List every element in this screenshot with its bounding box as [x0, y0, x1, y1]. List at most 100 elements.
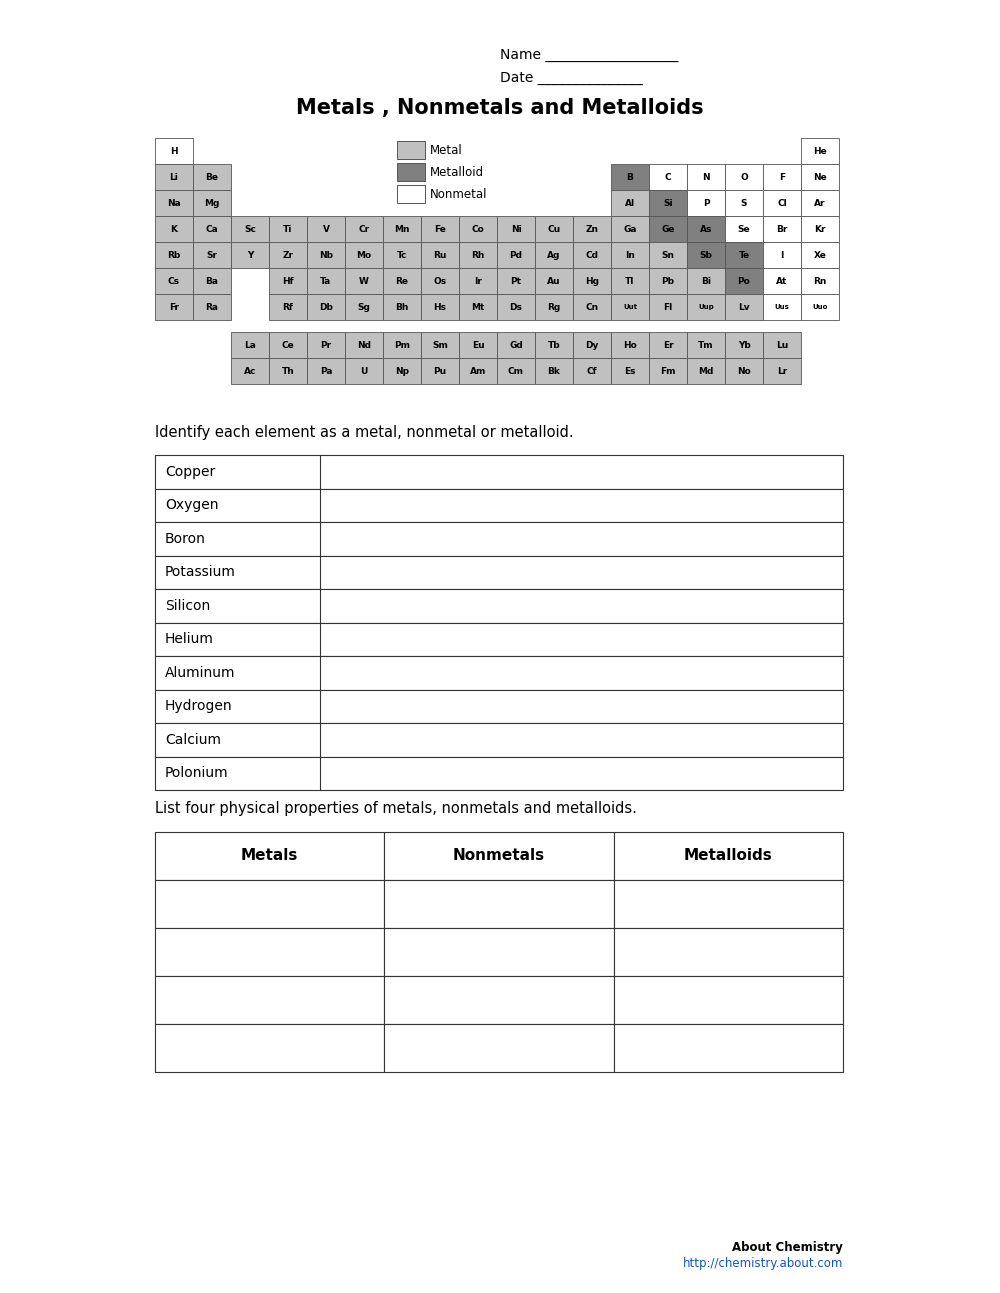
Text: Metals: Metals	[241, 848, 298, 864]
Text: Lv: Lv	[738, 303, 750, 312]
Bar	[155, 689, 843, 723]
Text: Os: Os	[433, 277, 447, 286]
Text: Cf: Cf	[587, 366, 597, 375]
Text: Rf: Rf	[283, 303, 293, 312]
Text: Yb: Yb	[738, 340, 750, 349]
Text: Bi: Bi	[701, 277, 711, 286]
Bar	[649, 268, 687, 294]
Text: Al: Al	[625, 199, 635, 207]
Bar	[421, 358, 459, 384]
Bar	[421, 216, 459, 242]
Text: Es: Es	[624, 366, 636, 375]
Text: Kr: Kr	[814, 225, 826, 234]
Text: Fl: Fl	[663, 303, 673, 312]
Text: Nonmetals: Nonmetals	[453, 848, 545, 864]
Bar	[269, 242, 307, 268]
Bar	[193, 294, 231, 319]
Bar	[763, 164, 801, 190]
Bar	[155, 138, 193, 164]
Bar	[231, 332, 269, 358]
Bar	[725, 216, 763, 242]
Bar	[345, 242, 383, 268]
Text: Hydrogen: Hydrogen	[165, 700, 233, 714]
Text: Sg: Sg	[358, 303, 370, 312]
Bar	[649, 332, 687, 358]
Text: Co: Co	[472, 225, 484, 234]
Text: He: He	[813, 146, 827, 155]
Text: Np: Np	[395, 366, 409, 375]
Bar	[345, 332, 383, 358]
Text: Ds: Ds	[510, 303, 522, 312]
Bar	[573, 358, 611, 384]
Bar	[763, 216, 801, 242]
Bar	[497, 268, 535, 294]
Text: Lu: Lu	[776, 340, 788, 349]
Text: Re: Re	[396, 277, 409, 286]
Text: http://chemistry.about.com: http://chemistry.about.com	[683, 1257, 843, 1270]
Text: Tl: Tl	[625, 277, 635, 286]
Text: Zr: Zr	[283, 251, 294, 260]
Text: Tm: Tm	[698, 340, 714, 349]
Bar	[397, 141, 425, 159]
Bar	[155, 723, 843, 756]
Bar	[687, 358, 725, 384]
Bar	[497, 332, 535, 358]
Bar	[345, 294, 383, 319]
Bar	[614, 928, 843, 976]
Bar	[614, 881, 843, 928]
Text: Ge: Ge	[661, 225, 675, 234]
Bar	[307, 242, 345, 268]
Text: I: I	[780, 251, 784, 260]
Text: Li: Li	[170, 172, 178, 181]
Bar	[497, 358, 535, 384]
Bar	[155, 590, 843, 622]
Bar	[307, 358, 345, 384]
Text: Sb: Sb	[700, 251, 712, 260]
Text: Sn: Sn	[662, 251, 674, 260]
Text: Bk: Bk	[548, 366, 560, 375]
Text: Bh: Bh	[395, 303, 409, 312]
Text: Pd: Pd	[510, 251, 522, 260]
Bar	[611, 268, 649, 294]
Bar	[801, 164, 839, 190]
Bar	[611, 332, 649, 358]
Text: Md: Md	[698, 366, 714, 375]
Bar	[384, 831, 614, 881]
Text: Helium: Helium	[165, 632, 214, 646]
Bar	[193, 242, 231, 268]
Bar	[497, 294, 535, 319]
Text: Rb: Rb	[167, 251, 181, 260]
Text: Rn: Rn	[813, 277, 827, 286]
Text: Sc: Sc	[244, 225, 256, 234]
Text: Metals , Nonmetals and Metalloids: Metals , Nonmetals and Metalloids	[296, 98, 704, 118]
Bar	[155, 268, 193, 294]
Bar	[383, 332, 421, 358]
Text: Ce: Ce	[282, 340, 294, 349]
Text: P: P	[703, 199, 709, 207]
Bar	[383, 216, 421, 242]
Text: Ag: Ag	[547, 251, 561, 260]
Bar	[801, 242, 839, 268]
Bar	[801, 190, 839, 216]
Text: Db: Db	[319, 303, 333, 312]
Bar	[649, 358, 687, 384]
Bar	[497, 216, 535, 242]
Bar	[307, 216, 345, 242]
Bar	[801, 294, 839, 319]
Text: Zn: Zn	[586, 225, 598, 234]
Text: Er: Er	[663, 340, 673, 349]
Bar	[535, 332, 573, 358]
Text: Aluminum: Aluminum	[165, 666, 236, 680]
Text: Po: Po	[738, 277, 750, 286]
Bar	[763, 190, 801, 216]
Text: Se: Se	[738, 225, 750, 234]
Bar	[687, 190, 725, 216]
Text: Uus: Uus	[775, 304, 789, 310]
Bar	[535, 268, 573, 294]
Bar	[687, 216, 725, 242]
Bar	[649, 164, 687, 190]
Text: Pb: Pb	[662, 277, 674, 286]
Bar	[573, 332, 611, 358]
Text: Ca: Ca	[206, 225, 218, 234]
Text: Ti: Ti	[283, 225, 293, 234]
